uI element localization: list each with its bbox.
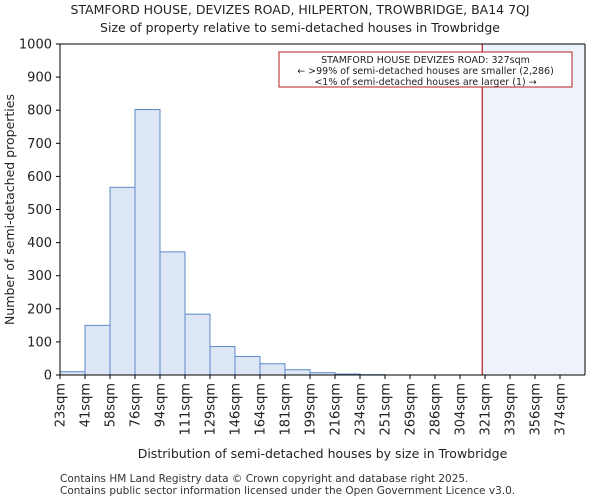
annotation-box	[278, 51, 573, 88]
y-tick-label: 600	[27, 170, 52, 185]
histogram-chart: 0 100 200 300 400 500 600 700 800 900 1000 23sqm 41s…	[2, 38, 586, 461]
y-tick-label: 100	[27, 335, 52, 350]
footer-licence: Contains public sector information licen…	[60, 485, 516, 497]
x-tick-label: 129sqm	[204, 383, 219, 436]
y-tick-label: 700	[27, 137, 52, 152]
x-tick-label: 94sqm	[154, 383, 169, 427]
bar	[159, 251, 186, 376]
x-tick-label: 339sqm	[504, 383, 519, 436]
y-tick-label: 400	[27, 236, 52, 251]
bar	[259, 363, 286, 376]
x-tick-label: 216sqm	[329, 383, 344, 436]
y-tick-label: 1000	[19, 38, 52, 53]
x-tick-label: 76sqm	[129, 383, 144, 427]
x-tick-label: 146sqm	[229, 383, 244, 436]
x-tick-label: 356sqm	[529, 383, 544, 436]
x-tick-label: 269sqm	[404, 383, 419, 436]
x-tick-label: 251sqm	[379, 383, 394, 436]
x-tick-label: 181sqm	[279, 383, 294, 436]
bar	[84, 324, 111, 376]
y-tick-label: 0	[44, 369, 52, 384]
x-tick-label: 23sqm	[54, 383, 69, 427]
y-tick-label: 800	[27, 104, 52, 119]
bar	[134, 109, 161, 376]
annotation-line: <1% of semi-detached houses are larger (…	[314, 77, 536, 88]
x-tick-label: 199sqm	[304, 383, 319, 436]
x-tick-label: 374sqm	[554, 383, 569, 436]
y-axis-label: Number of semi-detached properties	[2, 94, 17, 325]
bar	[109, 186, 136, 376]
bar	[234, 355, 261, 376]
y-tick-label: 300	[27, 269, 52, 284]
x-tick-label: 41sqm	[79, 383, 94, 427]
x-tick-label: 58sqm	[104, 383, 119, 427]
y-tick-label: 500	[27, 203, 52, 218]
chart-subtitle: Size of property relative to semi-detach…	[100, 20, 500, 35]
x-axis-label: Distribution of semi-detached houses by …	[138, 446, 508, 461]
footer-copyright: Contains HM Land Registry data © Crown c…	[60, 473, 469, 485]
x-tick-label: 286sqm	[429, 383, 444, 436]
x-tick-label: 164sqm	[254, 383, 269, 436]
annotation-line: STAMFORD HOUSE DEVIZES ROAD: 327sqm	[321, 55, 530, 66]
x-tick-label: 234sqm	[354, 383, 369, 436]
bar	[184, 313, 211, 376]
x-tick-label: 111sqm	[179, 383, 194, 436]
x-tick-label: 321sqm	[479, 383, 494, 436]
highlight-region	[482, 44, 585, 375]
annotation-line: ← >99% of semi-detached houses are small…	[297, 66, 554, 77]
x-tick-label: 304sqm	[454, 383, 469, 436]
y-tick-label: 900	[27, 71, 52, 86]
y-tick-label: 200	[27, 302, 52, 317]
bar	[209, 346, 236, 376]
bar	[284, 369, 311, 376]
chart-title: STAMFORD HOUSE, DEVIZES ROAD, HILPERTON,…	[70, 2, 530, 17]
